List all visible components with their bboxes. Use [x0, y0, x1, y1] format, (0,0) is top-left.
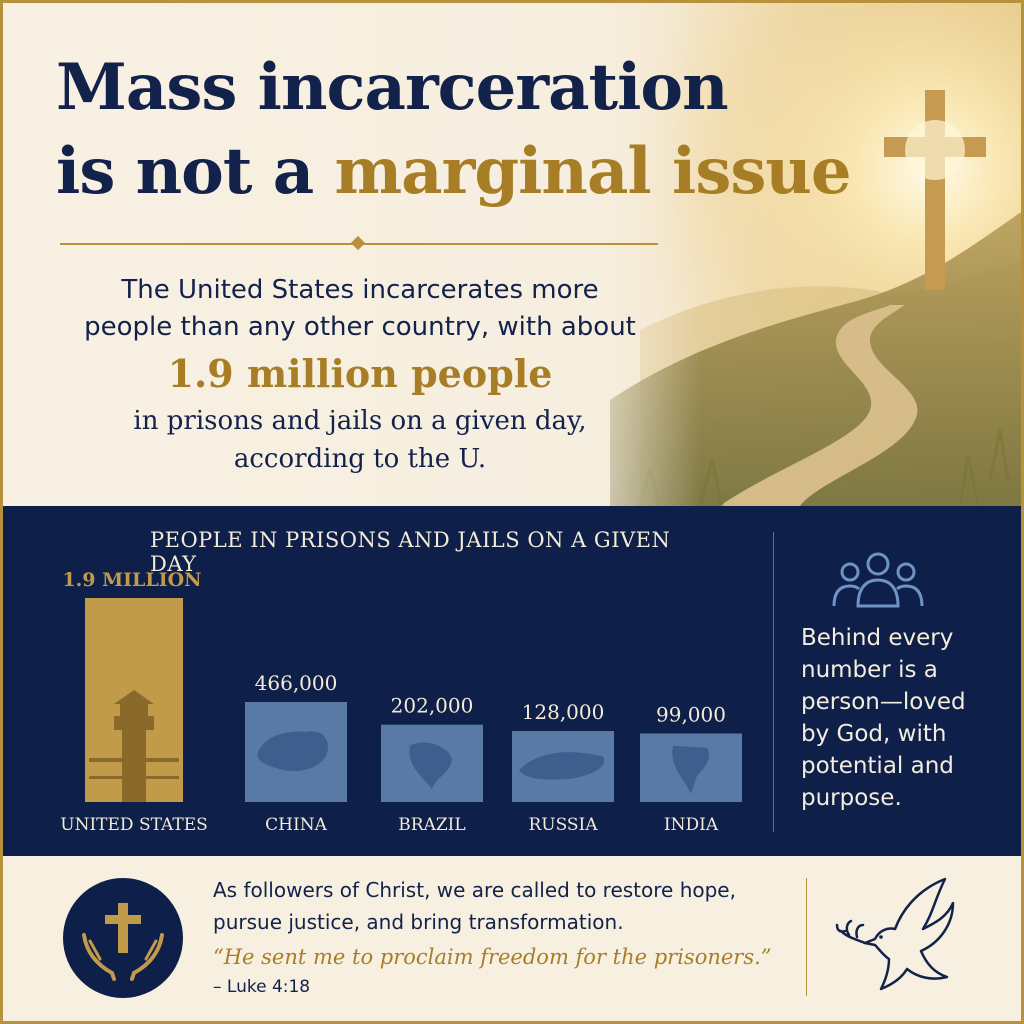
india-map-icon — [672, 745, 710, 794]
headline: Mass incarceration is not a marginal iss… — [56, 46, 876, 214]
category-label-china: CHINA — [265, 815, 327, 835]
incarceration-bar-chart: 1.9 MILLION UNITED STATES 466,000 CHINA 202,… — [60, 569, 742, 835]
category-label-russia: RUSSIA — [528, 815, 598, 835]
china-map-icon — [257, 731, 328, 772]
bottom-separator — [806, 878, 807, 996]
side-note: Behind every number is a person—loved by… — [801, 625, 966, 811]
intro-line1: The United States incarcerates more — [121, 275, 599, 305]
chart-separator — [773, 532, 774, 832]
value-label-china: 466,000 — [255, 671, 338, 695]
value-label-india: 99,000 — [656, 703, 726, 727]
intro-line4: according to the U. — [233, 444, 487, 474]
scripture-quote: “He sent me to proclaim freedom for the … — [213, 945, 772, 969]
call-to-action: As followers of Christ, we are called to… — [213, 878, 736, 934]
brazil-map-icon — [409, 742, 452, 790]
hero-section: Mass incarceration is not a marginal iss… — [0, 0, 1024, 506]
intro-highlight: 1.9 million people — [167, 351, 553, 396]
intro-paragraph: The United States incarcerates more peop… — [40, 272, 680, 478]
category-label-brazil: BRAZIL — [398, 815, 465, 835]
category-label-united-states: UNITED STATES — [60, 815, 208, 835]
category-label-india: INDIA — [664, 815, 719, 835]
headline-line1: Mass incarceration — [56, 50, 729, 125]
people-group-icon — [832, 552, 924, 608]
watchtower-icon — [89, 690, 179, 802]
dove-with-olive-branch-icon — [835, 877, 955, 991]
sunrise-path-cross-illustration — [560, 0, 1024, 506]
headline-line2-accent: marginal issue — [334, 134, 851, 209]
value-label-united-states: 1.9 MILLION — [62, 569, 201, 591]
intro-line2: people than any other country, with abou… — [84, 312, 636, 342]
bottom-message: As followers of Christ, we are called to… — [213, 874, 793, 1000]
cross-in-hands-icon — [63, 878, 183, 998]
value-label-russia: 128,000 — [522, 700, 605, 724]
value-label-brazil: 202,000 — [391, 694, 474, 718]
scripture-reference: – Luke 4:18 — [213, 977, 311, 997]
russia-map-icon — [519, 752, 605, 780]
chart-title: PEOPLE IN PRISONS AND JAILS ON A GIVEN D… — [150, 528, 671, 576]
intro-line3: in prisons and jails on a given day, — [133, 406, 587, 436]
headline-line2-plain: is not a — [56, 134, 335, 209]
